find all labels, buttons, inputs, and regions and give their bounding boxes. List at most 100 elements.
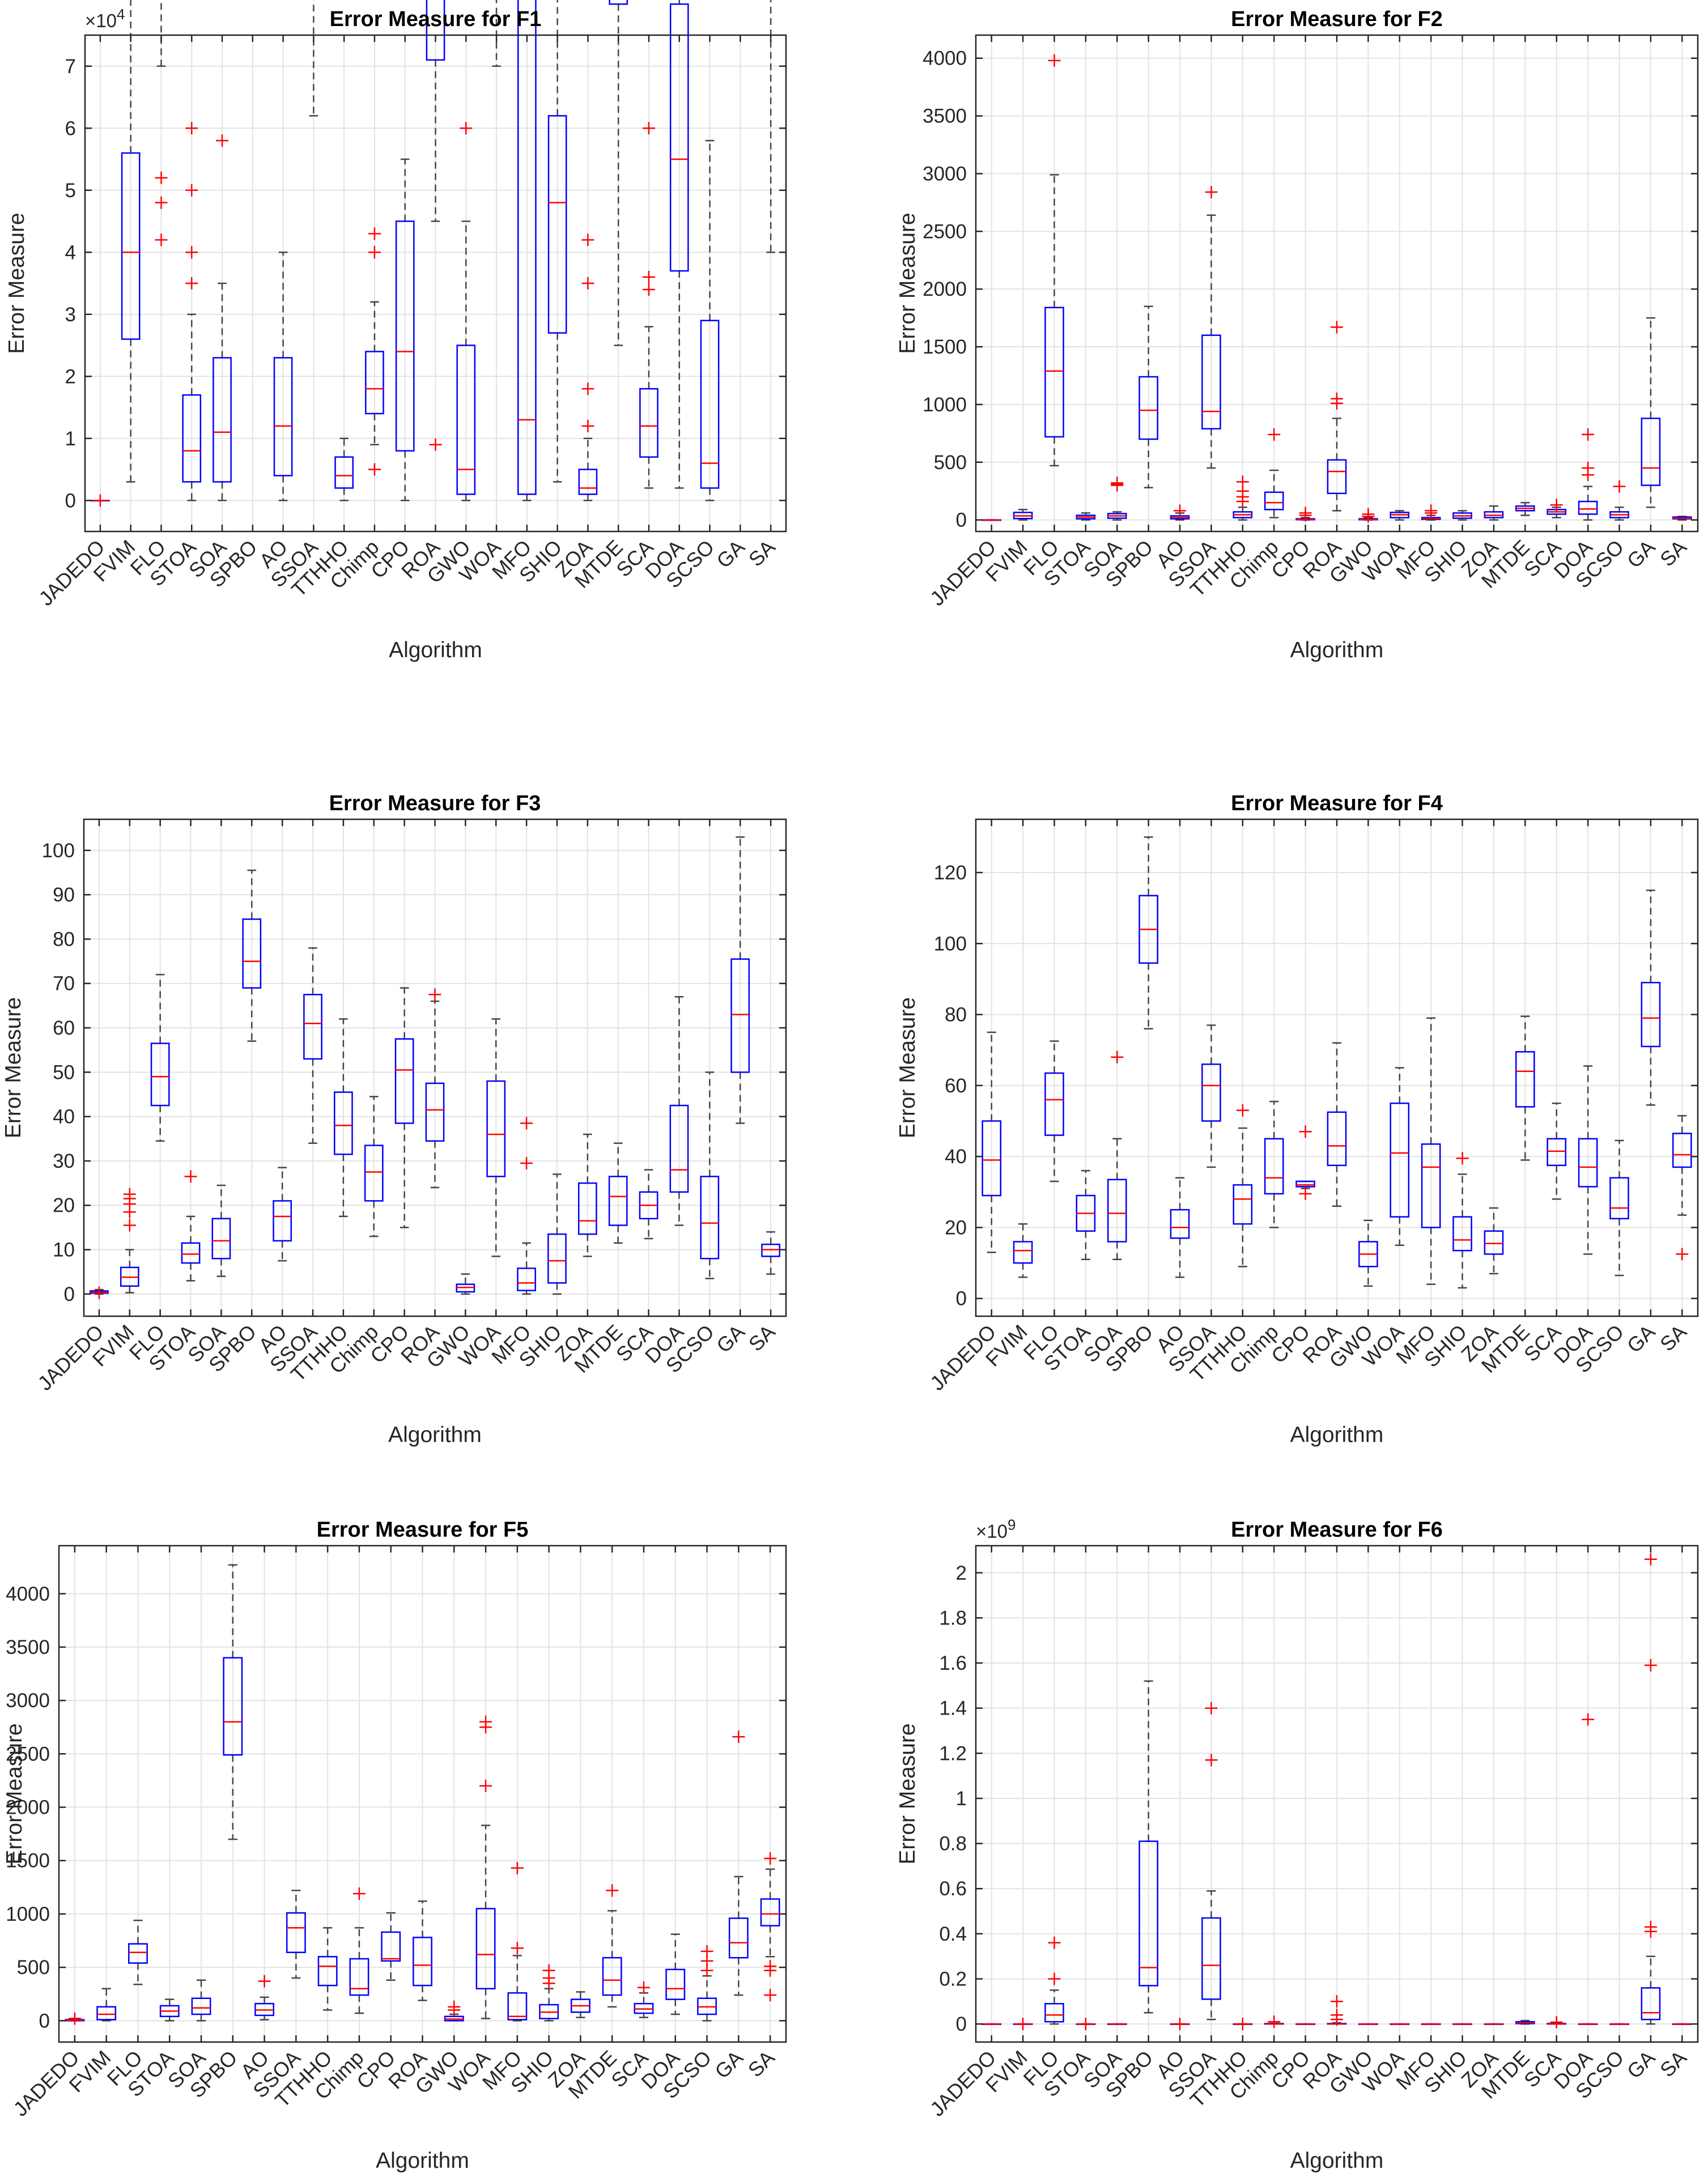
box-STOA — [182, 122, 202, 501]
box-MFO — [517, 1117, 536, 1295]
iqr-box — [608, 1176, 628, 1226]
iqr-box — [475, 1908, 496, 1990]
x-tick-label: GA — [712, 1320, 749, 1358]
y-axis-label: Error Measure — [5, 212, 29, 354]
x-tick-label: GA — [712, 535, 749, 573]
chart-title: Error Measure for F4 — [1231, 792, 1443, 815]
outlier-marker — [1676, 1248, 1689, 1261]
iqr-box — [96, 2006, 117, 2021]
box-SPBO — [242, 869, 262, 1042]
outlier-marker — [479, 1715, 492, 1728]
outlier-marker — [1236, 2018, 1249, 2031]
outlier-marker — [258, 1975, 271, 1988]
outlier-marker — [1550, 2015, 1563, 2028]
iqr-box — [1327, 459, 1347, 495]
box-FLO — [155, 0, 168, 246]
outlier-marker — [732, 1730, 745, 1743]
y-tick-label: 1000 — [923, 394, 967, 416]
box-FLO — [150, 973, 170, 1142]
outlier-marker — [642, 283, 655, 296]
outlier-marker — [1331, 2009, 1343, 2022]
box-FLO — [1044, 1040, 1064, 1183]
box-WOA — [486, 1018, 506, 1257]
outlier-marker — [1048, 1936, 1061, 1949]
y-tick-label: 100 — [934, 933, 967, 955]
box-WOA — [492, 0, 501, 67]
box-TTHHO — [334, 1018, 353, 1218]
y-tick-label: 1500 — [923, 336, 967, 358]
x-tick-label: GA — [1622, 1320, 1660, 1358]
y-tick-label: 1500 — [6, 1850, 50, 1872]
box-STOA — [1076, 1169, 1096, 1261]
box-FLO — [1044, 1936, 1064, 2025]
iqr-box — [507, 1992, 528, 2021]
chart-panel-1: 01234567JADEDOFVIMFLOSTOASOASPBOAOSSOATT… — [5, 0, 787, 662]
box-MTDE — [609, 0, 628, 346]
iqr-box — [1264, 1138, 1284, 1195]
iqr-box — [517, 1267, 536, 1291]
iqr-box — [669, 3, 689, 272]
x-axis-label: Algorithm — [1290, 2149, 1384, 2173]
y-tick-label: 1.2 — [939, 1742, 967, 1764]
box-GA — [728, 1730, 749, 1996]
y-exponent-label: ×104 — [85, 6, 125, 31]
outlier-marker — [581, 233, 594, 246]
box-ZOA — [577, 1133, 597, 1257]
iqr-box — [669, 1104, 689, 1193]
y-tick-label: 0.2 — [939, 1968, 967, 1990]
outlier-marker — [511, 1861, 524, 1874]
box-SPBO — [223, 1564, 243, 1840]
iqr-box — [517, 0, 537, 495]
iqr-box — [1201, 334, 1221, 429]
iqr-box — [1452, 1216, 1472, 1252]
iqr-box — [1578, 500, 1598, 515]
iqr-box — [213, 357, 232, 483]
iqr-box — [1327, 1111, 1347, 1167]
iqr-box — [1264, 491, 1284, 511]
y-tick-label: 3000 — [6, 1690, 50, 1712]
box-CPO — [1295, 507, 1315, 522]
box-MFO — [1421, 1017, 1441, 1285]
iqr-box — [1609, 1177, 1629, 1219]
outlier-marker — [185, 122, 198, 135]
outlier-marker — [542, 1964, 555, 1977]
outlier-marker — [1582, 428, 1595, 441]
y-tick-label: 1 — [956, 1788, 967, 1810]
box-SSOA — [1201, 186, 1221, 469]
iqr-box — [303, 994, 322, 1060]
box-GWO — [456, 122, 476, 501]
chart-panel-2: 05001000150020002500300035004000JADEDOFV… — [895, 7, 1699, 662]
x-tick-label: SA — [744, 535, 780, 571]
outlier-marker — [642, 122, 655, 135]
outlier-marker — [185, 277, 198, 290]
box-WOA — [475, 1715, 496, 2019]
box-ROA — [426, 0, 445, 451]
box-Chimp — [364, 1096, 384, 1237]
y-tick-label: 1 — [65, 428, 76, 450]
box-TTHHO — [1233, 475, 1253, 521]
outlier-marker — [1048, 1972, 1061, 1985]
box-SOA — [211, 1184, 231, 1277]
y-tick-label: 0.8 — [939, 1833, 967, 1855]
box-SCA — [1546, 2015, 1567, 2028]
y-axis-label: Error Measure — [895, 212, 920, 354]
iqr-box — [547, 115, 567, 334]
iqr-box — [128, 1943, 148, 1964]
box-SCA — [639, 122, 658, 489]
outlier-marker — [1268, 2015, 1281, 2028]
outlier-marker — [1174, 504, 1187, 517]
box-MTDE — [1515, 2019, 1535, 2025]
y-tick-label: 6 — [65, 117, 76, 139]
iqr-box — [1201, 1063, 1221, 1122]
box-JADEDO — [982, 1031, 1002, 1253]
iqr-box — [486, 1080, 506, 1177]
y-tick-label: 500 — [934, 452, 967, 474]
box-CPO — [381, 1912, 401, 1981]
box-SSOA — [303, 947, 322, 1144]
outlier-marker — [1331, 1995, 1343, 2008]
box-SA — [1672, 1115, 1692, 1261]
box-SSOA — [1201, 1702, 1221, 2021]
outlier-marker — [764, 1960, 777, 1973]
box-DOA — [669, 996, 689, 1226]
